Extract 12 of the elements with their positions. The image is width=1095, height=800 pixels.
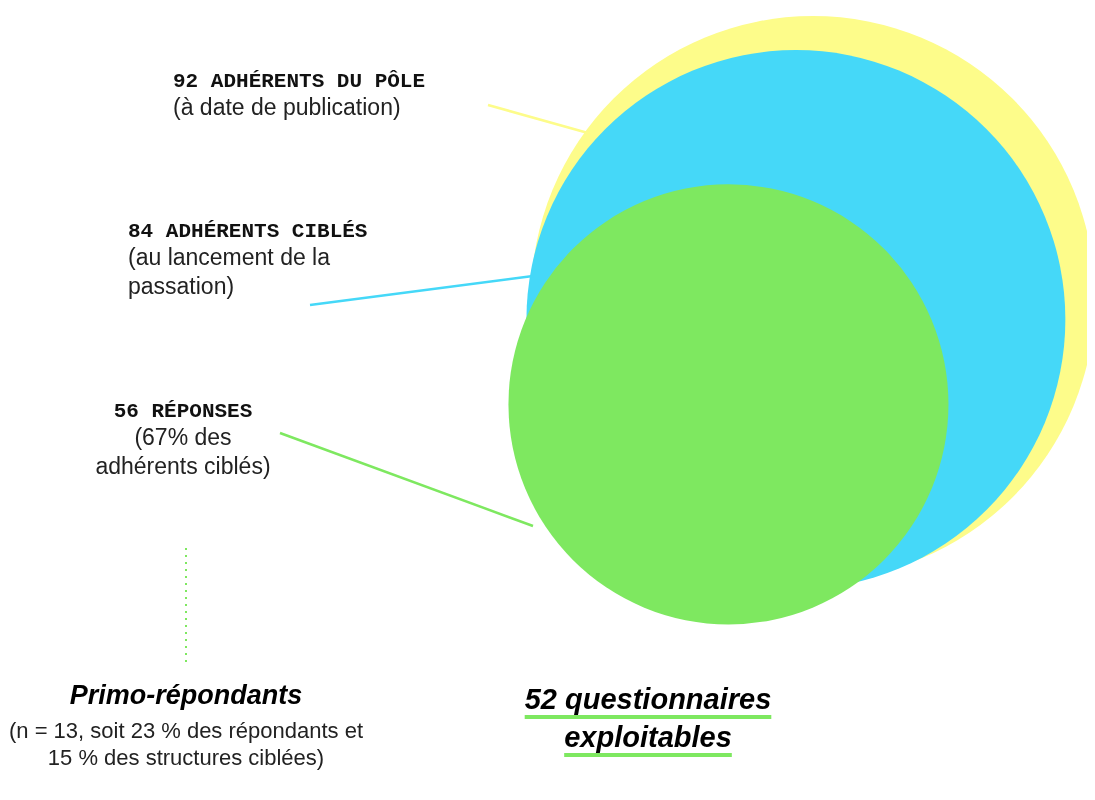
category-label: ADHÉRENTS DU PÔLE xyxy=(210,70,426,93)
text: Primo-répondants xyxy=(68,680,304,711)
data-label: 84 xyxy=(128,220,155,243)
text: (à date de publication) xyxy=(173,93,402,122)
text: 52 questionnaires exploitables xyxy=(523,682,773,755)
category-label: RÉPONSES xyxy=(151,400,253,423)
data-label: 56 xyxy=(113,400,140,423)
text: (au lancement de la passation) xyxy=(128,243,331,301)
text: (67% des adhérents ciblés) xyxy=(94,423,272,481)
category-label: ADHÉRENTS CIBLÉS xyxy=(165,220,368,243)
data-label: 92 xyxy=(173,70,200,93)
text: (n = 13, soit 23 % des répondants et 15 % des structures ciblées) xyxy=(8,717,364,771)
